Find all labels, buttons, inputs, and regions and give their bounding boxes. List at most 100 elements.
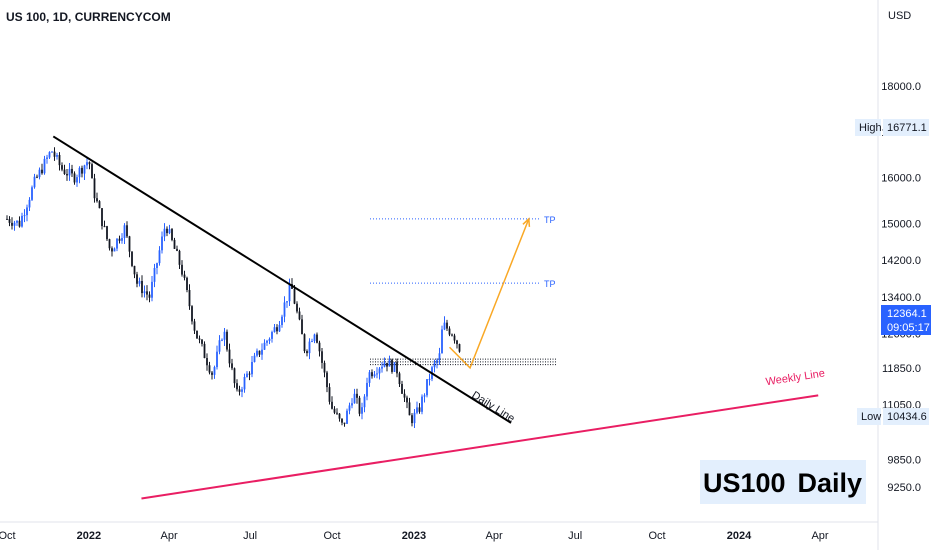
last-price-countdown: 09:05:17: [887, 322, 930, 334]
candle-body: [151, 281, 153, 298]
candle-body: [146, 291, 148, 295]
candle-body: [391, 359, 393, 372]
candle-body: [163, 228, 166, 237]
candle-body: [86, 162, 88, 166]
candle-body: [378, 368, 381, 374]
y-tick-label: 15000.0: [881, 218, 921, 230]
candle-body: [301, 319, 303, 335]
candle-body: [46, 157, 48, 159]
candle-body: [123, 225, 126, 239]
candles-layer: [6, 147, 461, 429]
candle-body: [388, 359, 391, 367]
candle-body: [56, 154, 58, 157]
candle-body: [411, 415, 413, 424]
candle-body: [126, 225, 128, 237]
last-price-value: 12364.1: [887, 308, 927, 320]
x-tick-label: Oct: [648, 530, 665, 542]
candle-body: [328, 387, 331, 402]
candle-body: [33, 176, 36, 188]
candle-body: [38, 169, 41, 178]
high-label-bg: [855, 119, 881, 136]
candle-body: [226, 331, 228, 350]
candle-body: [101, 208, 103, 227]
candle-body: [21, 215, 23, 227]
candle-body: [36, 176, 38, 178]
candle-body: [88, 162, 91, 165]
candle-body: [111, 248, 113, 252]
candle-body: [73, 173, 76, 183]
candle-body: [116, 238, 118, 249]
candle-body: [148, 294, 151, 298]
candle-body: [376, 373, 378, 375]
candle-body: [48, 152, 51, 158]
candle-body: [91, 164, 93, 179]
candle-body: [356, 393, 358, 398]
candle-body: [166, 228, 168, 234]
candle-body: [51, 151, 53, 153]
low-value: 10434.6: [887, 411, 927, 423]
candle-body: [78, 167, 81, 178]
candle-body: [98, 201, 101, 209]
candle-body: [373, 374, 376, 377]
candle-body: [268, 338, 271, 341]
candle-body: [396, 362, 398, 374]
candle-body: [161, 236, 163, 251]
candle-body: [258, 350, 261, 355]
candle-body: [236, 383, 238, 390]
candle-body: [338, 413, 341, 419]
candle-body: [433, 363, 436, 368]
candle-body: [293, 288, 296, 304]
candle-body: [201, 339, 203, 344]
candle-body: [326, 372, 328, 388]
candle-body: [428, 378, 431, 380]
y-tick-label: 9250.0: [887, 482, 921, 494]
projection-arrowhead: [522, 217, 531, 227]
candle-body: [371, 372, 373, 377]
weekly-trendline[interactable]: [141, 394, 819, 500]
y-tick-label: 11850.0: [882, 363, 921, 375]
candle-body: [93, 178, 96, 199]
candle-body: [198, 338, 201, 340]
candle-body: [426, 379, 428, 396]
candle-body: [406, 397, 408, 403]
candle-body: [13, 222, 16, 226]
candle-body: [16, 220, 18, 223]
candle-body: [333, 408, 336, 413]
candle-body: [251, 361, 253, 375]
time-axis: Oct 2022 Apr Jul Oct 2023 Apr Jul Oct 2024 Apr: [0, 530, 829, 542]
x-tick-label: Jul: [243, 530, 257, 542]
candle-body: [68, 168, 71, 176]
candle-body: [351, 403, 353, 406]
candle-body: [336, 412, 338, 414]
projection-path[interactable]: [449, 218, 530, 370]
daily-trendline[interactable]: [52, 135, 512, 424]
candle-body: [58, 154, 61, 166]
candle-body: [191, 306, 193, 322]
candle-body: [31, 187, 33, 200]
candle-body: [408, 402, 411, 416]
candle-body: [323, 362, 326, 373]
candle-body: [208, 365, 211, 373]
candle-body: [353, 393, 356, 404]
candle-body: [298, 311, 301, 320]
candle-body: [228, 349, 231, 364]
chart-title: US 100, 1D, CURRENCYCOM: [6, 10, 171, 24]
candle-body: [448, 328, 451, 335]
candle-body: [416, 407, 418, 413]
candle-body: [218, 340, 221, 352]
candle-body: [308, 341, 311, 354]
candle-body: [393, 362, 396, 372]
candle-body: [263, 342, 266, 350]
candle-body: [8, 219, 11, 223]
candle-body: [153, 267, 156, 282]
candle-body: [316, 334, 318, 343]
tp-label: TP: [544, 279, 556, 289]
candle-body: [368, 372, 371, 383]
candle-body: [276, 327, 278, 332]
candle-body: [446, 322, 448, 329]
currency-label: USD: [888, 10, 911, 22]
candle-body: [318, 342, 321, 352]
candle-body: [266, 340, 268, 343]
